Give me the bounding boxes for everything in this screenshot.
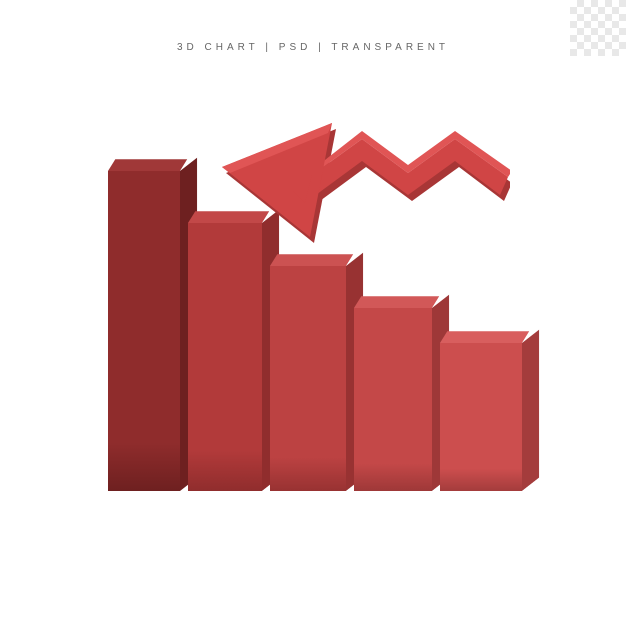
bar-5: [440, 343, 522, 491]
header-caption: 3D CHART | PSD | TRANSPARENT: [177, 42, 449, 53]
bar-front: [108, 171, 180, 491]
header-sep-1: |: [265, 42, 278, 53]
bar-top: [108, 159, 187, 171]
bar-1: [108, 171, 180, 491]
bar-top: [354, 296, 439, 308]
bar-front: [354, 308, 432, 491]
header-part-3: TRANSPARENT: [331, 42, 449, 53]
bar-2: [188, 223, 262, 491]
bar-front: [270, 266, 346, 491]
header-sep-2: |: [318, 42, 331, 53]
trend-arrow-icon: [200, 85, 510, 260]
header-part-1: 3D CHART: [177, 42, 259, 53]
bar-front: [188, 223, 262, 491]
header-part-2: PSD: [279, 42, 312, 53]
bar-side: [522, 329, 539, 491]
bar-top: [440, 331, 529, 343]
bar-3: [270, 266, 346, 491]
transparency-checker-icon: [570, 0, 626, 56]
bar-4: [354, 308, 432, 491]
bar-front: [440, 343, 522, 491]
